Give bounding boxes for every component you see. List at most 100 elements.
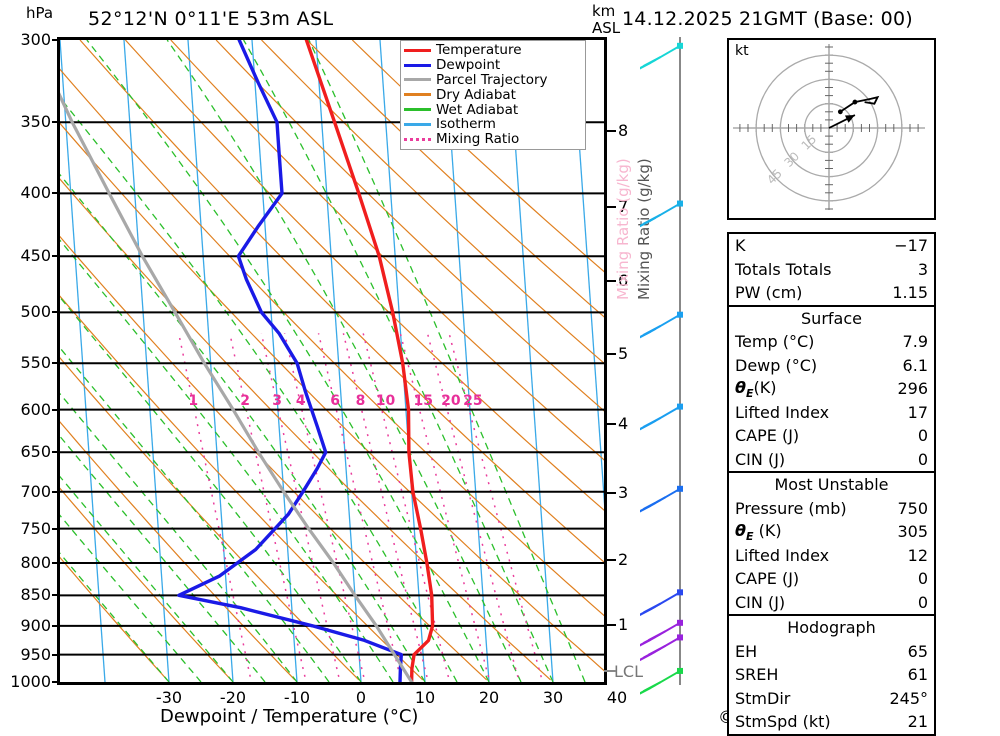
legend-item-wet-adiabat: Wet Adiabat [404, 102, 582, 117]
legend-item-dewpoint: Dewpoint [404, 58, 582, 73]
stats-section-most-unstable: Most Unstable Pressure (mb) 750 θE (K) 305 Li… [729, 473, 934, 616]
skewt-canvas-clip [60, 40, 604, 682]
temp-tick--10: -10 [283, 688, 311, 707]
pressure-tick-700: 700 [20, 481, 51, 501]
legend-label: Isotherm [436, 116, 496, 133]
stats-row-key: K [735, 236, 746, 256]
temp-tick-40: 40 [606, 688, 628, 707]
stats-row-key: StmSpd (kt) [735, 712, 831, 732]
wind-barb-985 [640, 667, 683, 695]
stats-row: Temp (°C) 7.9 [729, 330, 934, 354]
stats-row-value: 12 [907, 545, 928, 565]
hodograph-ring-label-15: 15 [799, 132, 820, 153]
pressure-tick-900: 900 [20, 615, 51, 635]
mixing-ratio-label-25: 25 [463, 392, 483, 409]
pressure-tick-950: 950 [20, 644, 51, 664]
stats-row: Pressure (mb) 750 [729, 497, 934, 521]
pressure-tick-850: 850 [20, 585, 51, 605]
height-tickmark [607, 280, 616, 283]
height-unit-asl: ASL [592, 19, 621, 37]
lcl-tick [604, 670, 616, 672]
stats-row-key: θE(K) [735, 377, 777, 400]
legend-item-temperature: Temperature [404, 43, 582, 58]
legend-item-parcel-trajectory: Parcel Trajectory [404, 73, 582, 88]
stats-row-value: 3 [917, 259, 928, 279]
wind-barb-925 [640, 634, 683, 662]
stats-section-indices: K −17 Totals Totals 3 PW (cm) 1.15 [729, 234, 934, 307]
stats-row-key: θE (K) [735, 520, 782, 543]
legend-swatch-icon [404, 93, 431, 97]
forecast-run-title: 14.12.2025 21GMT (Base: 00) [622, 8, 913, 30]
stats-row: SREH 61 [729, 663, 934, 687]
legend-label: Parcel Trajectory [436, 71, 548, 88]
legend-item-dry-adiabat: Dry Adiabat [404, 87, 582, 102]
height-tick-1: 1 [618, 615, 629, 635]
skewt-svg [60, 40, 604, 682]
pressure-tick-600: 600 [20, 399, 51, 419]
pressure-tickmark [52, 527, 60, 530]
stats-section-title: Hodograph [787, 618, 876, 637]
pressure-tickmark [52, 192, 60, 195]
stats-row: EH 65 [729, 640, 934, 664]
pressure-tickmark [52, 594, 60, 597]
stats-row-key: CIN (J) [735, 449, 786, 469]
height-tickmark [607, 422, 616, 425]
wind-barb-600 [640, 403, 683, 431]
height-tick-4: 4 [618, 413, 629, 433]
stats-section-title: Most Unstable [774, 475, 889, 494]
stats-row-key: Temp (°C) [735, 332, 815, 352]
wind-barb-305 [640, 42, 683, 70]
pressure-tick-500: 500 [20, 302, 51, 322]
legend-swatch-icon [404, 48, 431, 52]
pressure-tickmark [52, 451, 60, 454]
legend-swatch-icon [404, 78, 431, 82]
pressure-tick-800: 800 [20, 553, 51, 572]
legend-item-isotherm: Isotherm [404, 117, 582, 132]
stats-row-key: CAPE (J) [735, 426, 800, 446]
height-tickmark [607, 352, 616, 355]
height-unit-label: km ASL [592, 3, 620, 37]
pressure-tick-650: 650 [20, 442, 51, 462]
hodograph-panel[interactable]: kt 15 30 45 [727, 38, 936, 220]
stats-row: θE (K) 305 [729, 520, 934, 544]
height-tick-5: 5 [618, 343, 629, 363]
height-unit-km: km [592, 2, 616, 20]
pressure-tick-400: 400 [20, 183, 51, 203]
stats-row: CAPE (J) 0 [729, 567, 934, 591]
stats-row-value: 750 [897, 498, 928, 518]
height-tickmark [607, 206, 616, 209]
pressure-tickmark [52, 624, 60, 627]
legend-label: Mixing Ratio [436, 131, 520, 148]
stats-row: CAPE (J) 0 [729, 424, 934, 448]
wind-barb-700 [640, 485, 683, 513]
wind-barb-505 [640, 311, 683, 339]
stats-row-value: 65 [907, 641, 928, 661]
legend-label: Dry Adiabat [436, 86, 516, 103]
mixing-ratio-label-8: 8 [355, 392, 366, 409]
pressure-tick-450: 450 [20, 246, 51, 266]
hodograph-unit-label: kt [735, 43, 749, 59]
pressure-tick-300: 300 [20, 30, 51, 49]
mixing-ratio-label-10: 10 [375, 392, 396, 409]
stats-row: θE(K) 296 [729, 377, 934, 401]
hodograph-trace [839, 95, 880, 113]
temp-tick-10: 10 [414, 688, 436, 707]
x-axis-title: Dewpoint / Temperature (°C) [160, 706, 419, 727]
height-tick-6: 6 [618, 271, 629, 291]
stats-row-value: 0 [917, 426, 928, 446]
legend-swatch-icon [404, 137, 431, 141]
legend-item-mixing-ratio: Mixing Ratio [404, 132, 582, 147]
pressure-tick-350: 350 [20, 112, 51, 132]
station-title: 52°12'N 0°11'E 53m ASL [88, 8, 334, 30]
pressure-tick-550: 550 [20, 353, 51, 373]
stats-row: K −17 [729, 234, 934, 258]
stats-row-value: 245° [889, 688, 928, 708]
pressure-tickmark [52, 681, 60, 683]
pressure-tickmark [52, 653, 60, 656]
temp-tick-20: 20 [478, 688, 500, 707]
pressure-tickmark [52, 490, 60, 493]
stats-row-key: EH [735, 641, 758, 661]
stats-row-value: 21 [907, 712, 928, 732]
stats-section-hodograph: Hodograph EH 65 SREH 61 StmDir 245° StmSpd (kt)… [729, 616, 934, 734]
temp-tick--30: -30 [155, 688, 183, 707]
